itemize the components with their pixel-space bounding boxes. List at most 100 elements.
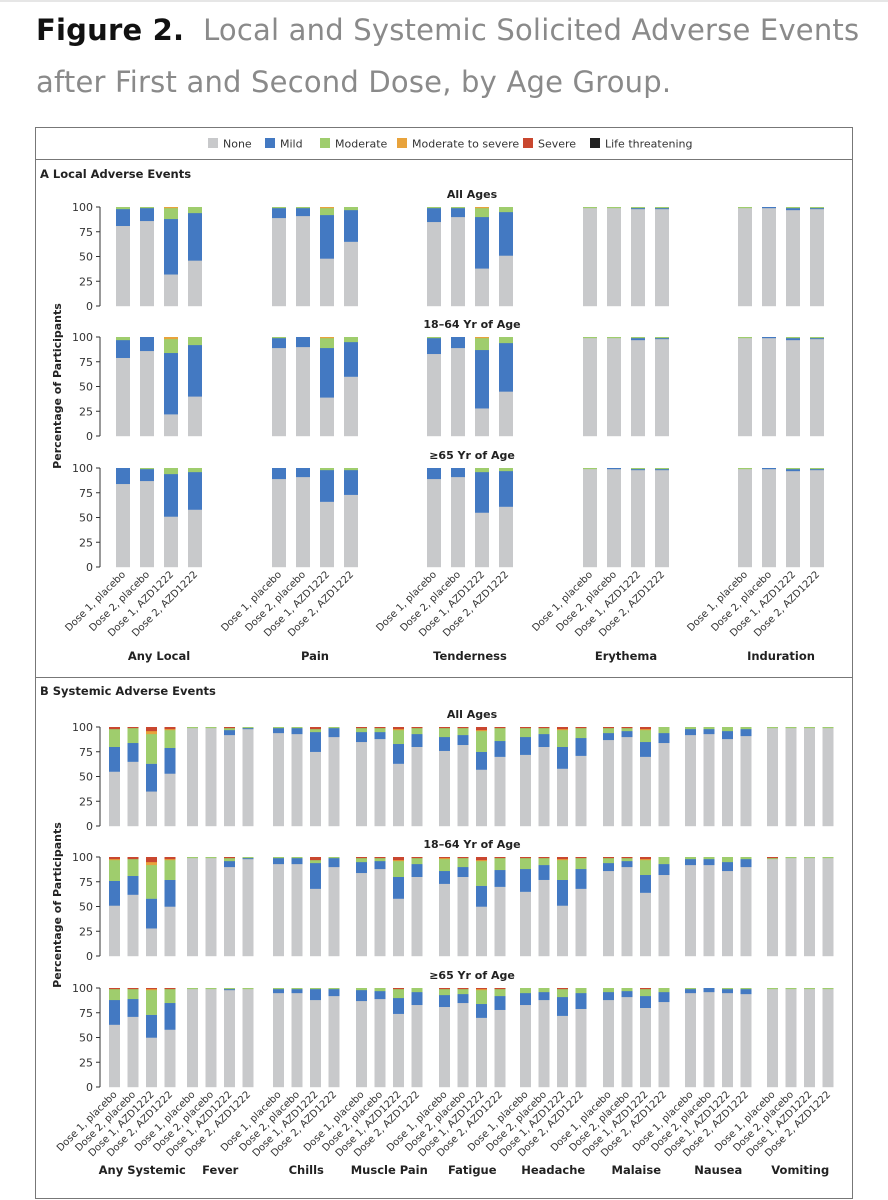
panel-b-bar-segment-mild <box>640 741 651 757</box>
panel-b-bar-segment-severe <box>603 857 614 859</box>
panel-b-bar-segment-mild <box>722 988 733 994</box>
panel-b-bar-segment-mild <box>476 1003 487 1018</box>
panel-b-bar-segment-moderate <box>164 859 176 880</box>
legend-swatch-none <box>208 138 218 148</box>
panel-b-bar-segment-mild <box>476 885 487 907</box>
panel-a-bar-segment-none <box>738 207 752 307</box>
panel-a-bar-segment-none <box>296 346 310 437</box>
panel-b-bar-segment-severe <box>575 857 587 859</box>
panel-a-heading: A Local Adverse Events <box>40 167 191 181</box>
panel-a-bar-segment-none <box>762 337 776 437</box>
panel-b-bar-segment-mild <box>640 995 651 1008</box>
panel-b-bar-segment-moderate <box>439 988 450 996</box>
legend-label-severe: Severe <box>538 138 576 151</box>
panel-a-bar-segment-moderate <box>786 337 800 339</box>
panel-b-bar-segment-none <box>722 738 733 827</box>
panel-b-bar-segment-none <box>621 736 633 827</box>
panel-b-bar-segment-none <box>242 858 254 957</box>
panel-b-bar-segment-none <box>822 988 834 1088</box>
panel-b-y-tick-label: 50 <box>79 901 93 914</box>
panel-b-y-axis-label: Percentage of Participants <box>51 822 64 988</box>
panel-b-bar-segment-none <box>291 992 303 1088</box>
panel-b-bar-segment-moderate <box>621 857 633 862</box>
panel-b-bar-segment-mild <box>439 736 450 751</box>
panel-a-y-tick-label: 100 <box>72 201 93 214</box>
panel-b-bar-segment-moderate <box>291 857 303 859</box>
panel-b-bar-segment-moderate-to-severe <box>640 728 651 731</box>
panel-b-bar-segment-mild <box>273 988 284 994</box>
panel-b-bar-segment-mild <box>310 862 321 889</box>
panel-b-bar-segment-moderate <box>242 988 254 990</box>
panel-b-bar-segment-none <box>328 866 340 957</box>
panel-b-bar-segment-none <box>127 894 139 957</box>
panel-b-bar-segment-none <box>187 857 198 957</box>
panel-b-bar-segment-none <box>767 988 778 1088</box>
panel-a-bar-segment-none <box>499 506 513 568</box>
panel-a-bar-segment-none <box>164 274 178 307</box>
panel-b-bar-segment-none <box>575 1008 587 1088</box>
panel-a-bar-segment-none <box>583 337 597 437</box>
panel-b-bar-segment-mild <box>703 988 715 993</box>
panel-b-bar-segment-mild <box>146 1014 157 1038</box>
panel-b-group-label: Fever <box>202 1163 238 1177</box>
legend-label-moderate-to-severe: Moderate to severe <box>412 138 519 151</box>
panel-a-y-tick-label: 50 <box>79 381 93 394</box>
panel-b-bar-segment-none <box>291 733 303 827</box>
panel-b-bar-segment-none <box>411 876 423 957</box>
panel-a-bar-segment-mild <box>475 349 489 409</box>
panel-b-bar-segment-moderate <box>767 857 778 860</box>
panel-a-bar-segment-none <box>140 350 154 437</box>
panel-a-bar-segment-mild <box>296 337 310 348</box>
panel-a-y-tick-label: 25 <box>79 405 93 418</box>
panel-b-bar-segment-none <box>146 928 157 957</box>
panel-b-bar-segment-none <box>494 756 506 827</box>
panel-b-bar-segment-severe <box>557 727 568 730</box>
panel-b-bar-segment-moderate-to-severe <box>146 988 157 991</box>
panel-a-bar-segment-none <box>607 207 621 307</box>
panel-a-bar-segment-none <box>786 470 800 568</box>
panel-b-bar-segment-moderate-to-severe <box>109 858 120 861</box>
panel-b-bar-segment-severe <box>457 857 469 859</box>
panel-a-bar-segment-moderate <box>607 207 621 209</box>
panel-a-bar-segment-mild <box>475 216 489 269</box>
panel-a-bar-segment-mild <box>116 339 130 358</box>
panel-a-bar-segment-moderate-to-severe <box>320 337 334 339</box>
panel-b-bar-segment-none <box>722 992 733 1088</box>
panel-b-bar-segment-mild <box>242 857 254 860</box>
panel-b-bar-segment-moderate <box>520 988 531 994</box>
panel-b-bar-segment-mild <box>658 863 670 876</box>
panel-b-bar-segment-moderate <box>722 988 733 990</box>
panel-a-bar-segment-mild <box>762 468 776 470</box>
panel-a-bar-segment-mild <box>631 468 645 471</box>
panel-a-bar-segment-moderate <box>655 207 669 209</box>
panel-b-bar-segment-none <box>411 746 423 827</box>
panel-a-y-tick-label: 25 <box>79 275 93 288</box>
panel-a-bar-segment-moderate <box>344 468 358 471</box>
panel-b-bar-segment-severe <box>575 727 587 729</box>
panel-a-bar-segment-none <box>427 353 441 437</box>
panel-b-bar-segment-mild <box>291 857 303 865</box>
panel-a-bar-segment-moderate-to-severe <box>320 207 334 209</box>
panel-a-bar-segment-mild <box>320 347 334 398</box>
figure-label: Figure 2. <box>36 13 185 47</box>
panel-a-bar-segment-mild <box>451 207 465 218</box>
panel-b-bar-segment-severe <box>224 857 235 859</box>
panel-a-subplot-title: ≥65 Yr of Age <box>429 449 515 462</box>
panel-b-bar-segment-moderate <box>494 727 506 742</box>
panel-b-bar-segment-moderate <box>127 858 139 877</box>
panel-a-bar-segment-mild <box>631 337 645 341</box>
panel-a-bar-segment-none <box>810 469 824 568</box>
panel-b-bar-segment-none <box>164 1029 176 1088</box>
panel-b-bar-segment-none <box>785 988 797 1088</box>
panel-b-bar-segment-mild <box>439 994 450 1008</box>
panel-b-bar-segment-severe <box>457 727 469 729</box>
panel-a-bar-segment-none <box>344 376 358 437</box>
panel-a-bar-segment-none <box>583 468 597 568</box>
panel-b-bar-segment-none <box>494 886 506 957</box>
panel-a-bar-segment-none <box>320 501 334 568</box>
panel-b-bar-segment-moderate-to-severe <box>557 858 568 861</box>
panel-b-bar-segment-moderate <box>109 728 120 747</box>
top-divider <box>0 0 888 2</box>
panel-b-bar-segment-mild <box>310 988 321 1001</box>
panel-b-bar-segment-severe <box>621 727 633 729</box>
